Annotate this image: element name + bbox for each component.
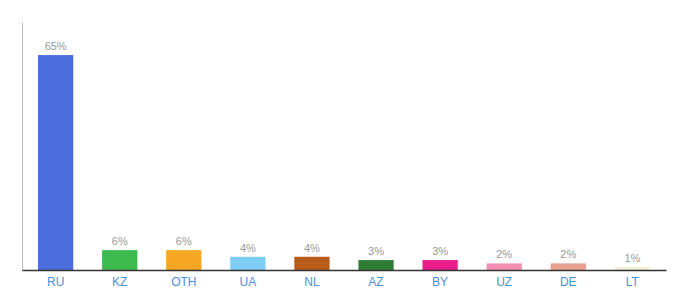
x-tick-label: AZ xyxy=(368,275,383,289)
bar xyxy=(358,260,393,270)
x-tick-label: LT xyxy=(626,275,640,289)
data-label: 2% xyxy=(560,248,576,260)
x-tick-label: DE xyxy=(560,275,577,289)
data-label: 6% xyxy=(112,235,128,247)
bar xyxy=(102,250,137,270)
bar xyxy=(615,267,650,270)
data-label: 4% xyxy=(240,242,256,254)
y-axis xyxy=(22,23,23,271)
x-tick-label: NL xyxy=(304,275,320,289)
x-tick: LT xyxy=(626,270,640,289)
x-tick: UZ xyxy=(496,270,512,289)
data-label: 2% xyxy=(496,248,512,260)
bars xyxy=(38,55,650,270)
x-tick: KZ xyxy=(112,270,127,289)
data-label: 65% xyxy=(45,40,67,52)
x-tick-label: RU xyxy=(47,275,64,289)
x-tick-label: OTH xyxy=(171,275,196,289)
y-axis-line xyxy=(22,23,23,271)
data-label: 3% xyxy=(368,245,384,257)
data-label: 6% xyxy=(176,235,192,247)
bar xyxy=(551,263,586,270)
x-tick: BY xyxy=(432,270,448,289)
x-tick-label: UZ xyxy=(496,275,512,289)
x-tick: DE xyxy=(560,270,577,289)
x-axis-line xyxy=(23,270,667,272)
data-label: 3% xyxy=(432,245,448,257)
x-tick: AZ xyxy=(368,270,383,289)
x-tick: NL xyxy=(304,270,320,289)
x-tick-label: UA xyxy=(240,275,257,289)
data-label: 1% xyxy=(624,252,640,264)
data-label: 4% xyxy=(304,242,320,254)
x-tick-label: BY xyxy=(432,275,448,289)
x-tick-label: KZ xyxy=(112,275,127,289)
chart: RU KZ OTH UA NL AZ BY UZ DE LT 65% 6% 6% 4% 4% 3% 3% 2% 2%… xyxy=(0,0,680,300)
bar xyxy=(38,55,73,270)
bar xyxy=(422,260,457,270)
bar xyxy=(166,250,201,270)
x-axis: RU KZ OTH UA NL AZ BY UZ DE LT xyxy=(23,270,667,289)
bar xyxy=(294,257,329,270)
x-tick: UA xyxy=(240,270,257,289)
data-labels: 65% 6% 6% 4% 4% 3% 3% 2% 2% 1% xyxy=(45,40,641,264)
bar xyxy=(487,263,522,270)
plot: RU KZ OTH UA NL AZ BY UZ DE LT 65% 6% 6% 4% 4% 3% 3% 2% 2%… xyxy=(23,23,667,289)
x-tick: OTH xyxy=(171,270,196,289)
bar xyxy=(230,257,265,270)
x-tick: RU xyxy=(47,270,64,289)
